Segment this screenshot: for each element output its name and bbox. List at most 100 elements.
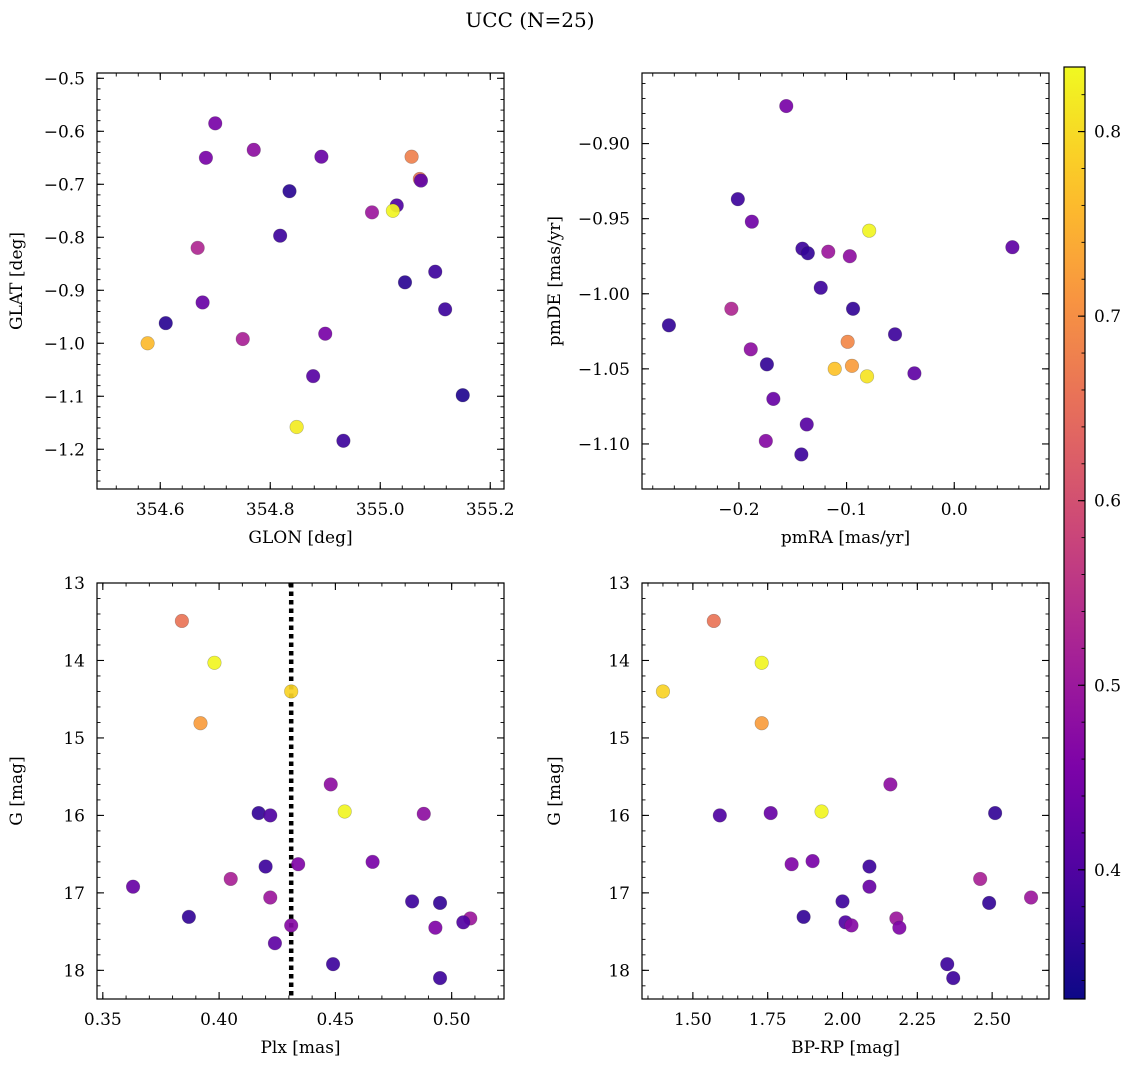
y-tick-label: −1.05 [578, 360, 630, 380]
panels: 354.6 354.8 355.0 355.2 −1.2 −1.1 −1.0 −0.9 −0.8… [7, 69, 1050, 1058]
y-tick-label: 16 [63, 806, 85, 826]
panel-2: −0.2 −0.1 0.0 −1.10 −1.05 −1.00 −0.95 −0.90 pmRA… [545, 72, 1050, 548]
data-point [835, 894, 850, 909]
data-point [336, 433, 351, 448]
data-point [759, 357, 774, 372]
data-point [883, 777, 898, 792]
y-tick-label: −1.0 [44, 334, 85, 354]
data-point [158, 316, 173, 331]
data-point [235, 331, 250, 347]
data-point [821, 244, 836, 259]
data-point [306, 369, 321, 384]
data-point [198, 150, 213, 165]
axes-frame [96, 582, 505, 1000]
y-tick-label: −0.95 [578, 210, 630, 230]
y-tick-label: 13 [608, 574, 630, 594]
data-point [862, 879, 877, 894]
data-point [744, 214, 759, 229]
data-point [190, 240, 205, 255]
y-tick-label: 16 [608, 806, 630, 826]
x-tick-label: 2.25 [898, 1010, 936, 1030]
y-tick-label: −0.90 [578, 135, 630, 155]
y-tick-label: −0.8 [44, 228, 85, 248]
data-point [314, 149, 329, 164]
data-point [730, 192, 745, 207]
y-tick-label: 13 [63, 574, 85, 594]
data-point [805, 854, 820, 869]
data-point [405, 894, 420, 909]
x-axis-label: BP-RP [mag] [791, 1038, 900, 1058]
data-point [973, 871, 988, 887]
data-point [181, 909, 196, 924]
y-tick-label: 18 [608, 961, 630, 981]
data-point [827, 361, 842, 376]
data-point [318, 326, 333, 341]
colorbar-gradient [1063, 66, 1086, 1000]
data-point [432, 970, 448, 986]
x-axis-label: pmRA [mas/yr] [781, 528, 910, 548]
data-point [251, 805, 266, 821]
panel-3: 0.35 0.40 0.45 0.50 13 14 15 16 17 18 Plx [mas] G [… [7, 574, 505, 1058]
y-tick-label: 14 [608, 651, 630, 671]
x-axis-label: GLON [deg] [248, 528, 352, 548]
y-axis-label: pmDE [mas/yr] [545, 216, 565, 346]
x-tick-label: −0.2 [718, 500, 759, 520]
data-point [195, 295, 210, 310]
data-point [223, 871, 238, 887]
y-tick-label: −0.6 [44, 122, 85, 142]
x-tick-label: 354.6 [136, 500, 185, 520]
data-point [800, 246, 815, 261]
data-point [413, 173, 429, 188]
x-axis-label: Plx [mas] [260, 1038, 340, 1058]
data-point [428, 920, 443, 935]
data-point [404, 149, 419, 164]
y-tick-label: −1.2 [44, 440, 85, 460]
data-point [779, 98, 794, 114]
y-axis-label: G [mag] [545, 756, 565, 825]
x-tick-label: 355.2 [466, 500, 515, 520]
data-point [323, 777, 338, 792]
colorbar-tick-label: 0.7 [1094, 307, 1121, 327]
data-point [862, 859, 877, 874]
y-tick-label: 17 [63, 884, 85, 904]
y-tick-label: −1.1 [44, 387, 85, 407]
axes-frame [641, 582, 1050, 1000]
data-point [174, 613, 189, 629]
axes-frame [96, 72, 505, 490]
data-point [325, 957, 341, 972]
data-point [844, 358, 860, 373]
data-point [946, 970, 961, 986]
data-point [365, 854, 380, 869]
data-point [784, 857, 799, 872]
data-point [140, 336, 155, 351]
data-point [284, 918, 299, 933]
data-point [284, 684, 299, 699]
data-point [1023, 890, 1039, 905]
data-point [796, 909, 811, 924]
data-point [844, 918, 859, 933]
x-tick-label: 0.40 [200, 1010, 238, 1030]
data-point [845, 301, 861, 316]
data-point [754, 716, 769, 731]
data-point [364, 205, 380, 220]
colorbar-tick-label: 0.5 [1094, 676, 1121, 696]
y-tick-label: −0.5 [44, 69, 85, 89]
data-point [712, 808, 727, 823]
panel-4: 1.50 1.75 2.00 2.25 2.50 13 14 15 16 17 18 BP-RP [m… [545, 574, 1050, 1058]
data-point [385, 203, 401, 218]
y-tick-label: 18 [63, 961, 85, 981]
data-point [246, 142, 261, 157]
colorbar-tick-label: 0.4 [1094, 861, 1121, 881]
y-tick-label: −0.9 [44, 281, 85, 301]
data-point [859, 369, 875, 384]
x-tick-label: 1.75 [749, 1010, 787, 1030]
data-point [724, 301, 739, 316]
data-point [273, 228, 288, 243]
data-point [337, 804, 352, 819]
x-tick-label: 0.50 [433, 1010, 471, 1030]
data-point [291, 857, 306, 872]
data-point [432, 895, 448, 911]
data-point [794, 447, 809, 462]
data-point [892, 920, 907, 935]
